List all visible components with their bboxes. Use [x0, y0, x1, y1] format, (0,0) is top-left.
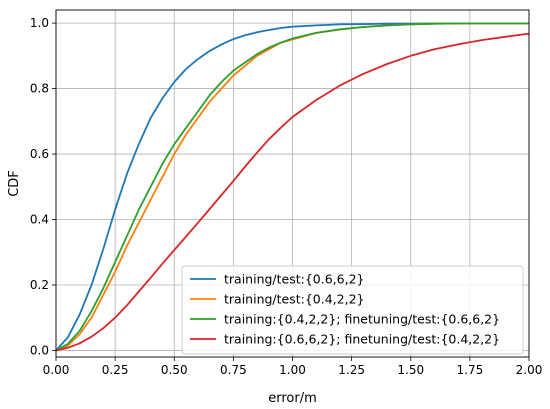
legend-label: training/test:{0.6,6,2}	[224, 272, 365, 287]
x-tick-label: 0.00	[43, 363, 70, 377]
x-tick-label: 0.50	[161, 363, 188, 377]
y-tick-label: 0.0	[30, 343, 49, 357]
x-tick-label: 0.25	[102, 363, 129, 377]
series-line-4	[55, 32, 530, 352]
legend: training/test:{0.6,6,2} training/test:{0.…	[181, 265, 524, 355]
y-tick-label: 0.8	[30, 82, 49, 96]
y-axis-ticks: 0.0 0.2 0.4 0.6 0.8 1.0	[30, 16, 56, 357]
series-line-1	[55, 22, 529, 352]
y-tick-label: 0.2	[30, 278, 49, 292]
y-tick-label: 1.0	[30, 16, 49, 30]
x-tick-label: 1.75	[457, 363, 484, 377]
legend-box	[181, 265, 524, 355]
y-tick-label: 0.4	[30, 213, 49, 227]
data-series	[55, 22, 530, 352]
x-axis-label: error/m	[268, 391, 317, 406]
x-tick-label: 1.50	[397, 363, 424, 377]
x-tick-label: 1.25	[338, 363, 365, 377]
x-tick-label: 2.00	[516, 363, 543, 377]
series-line-3	[55, 22, 529, 352]
x-tick-label: 1.00	[279, 363, 306, 377]
y-axis-label: CDF	[7, 170, 22, 197]
legend-label: training/test:{0.4,2,2}	[224, 292, 365, 307]
legend-label: training:{0.6,6,2}; finetuning/test:{0.4…	[224, 332, 500, 347]
y-tick-label: 0.6	[30, 147, 49, 161]
x-axis-ticks: 0.00 0.25 0.50 0.75 1.00 1.25 1.50 1.75 2.00	[43, 357, 543, 377]
legend-label: training:{0.4,2,2}; finetuning/test:{0.6…	[224, 312, 500, 327]
x-tick-label: 0.75	[220, 363, 247, 377]
